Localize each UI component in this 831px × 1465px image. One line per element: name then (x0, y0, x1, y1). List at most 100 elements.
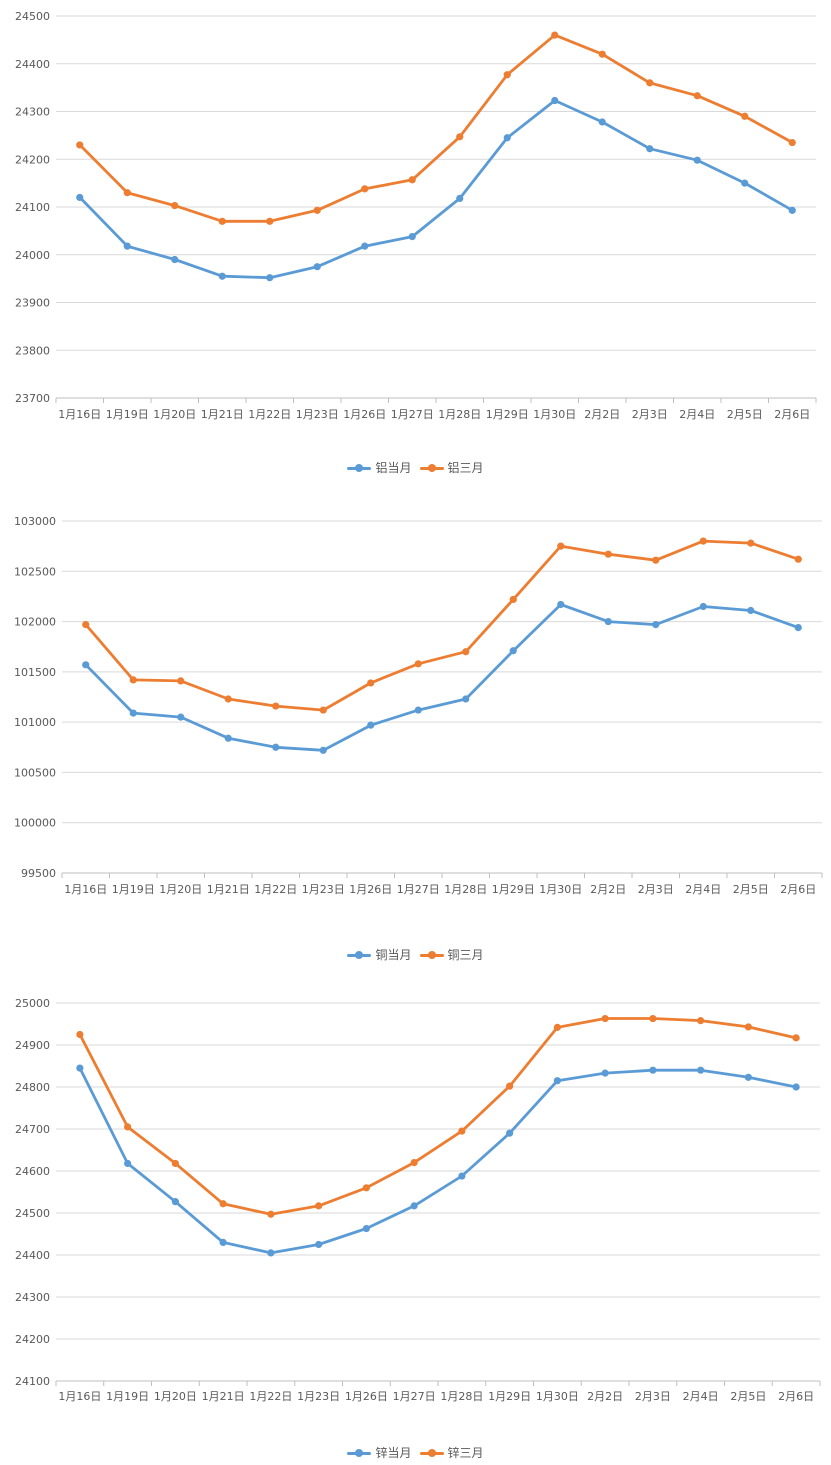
copper-current-month-point (414, 706, 422, 714)
y-tick-label: 23700 (15, 392, 50, 405)
zinc-current-month-point (792, 1083, 800, 1091)
x-tick-label: 2月5日 (733, 883, 769, 896)
x-tick-label: 1月16日 (64, 883, 107, 896)
zinc-three-month-point (315, 1202, 323, 1210)
aluminum-current-month-point (598, 118, 606, 126)
zinc-current-month-point (171, 1198, 179, 1206)
aluminum-current-month-point (788, 206, 796, 214)
legend-item-zinc-three-month: 锌三月 (419, 1444, 484, 1461)
aluminum-current-month-point (693, 156, 701, 164)
aluminum-current-month-point (361, 242, 369, 250)
x-tick-label: 1月29日 (492, 883, 535, 896)
copper-three-month-point (224, 695, 232, 703)
x-tick-label: 2月6日 (778, 1390, 814, 1403)
x-tick-label: 1月22日 (249, 1390, 292, 1403)
x-tick-label: 1月20日 (153, 408, 196, 421)
zinc-three-month-point (171, 1159, 179, 1168)
copper-three-month-point (367, 679, 375, 687)
x-tick-label: 2月3日 (632, 408, 668, 421)
zinc-current-month-point (458, 1172, 466, 1180)
y-tick-label: 100000 (14, 817, 56, 830)
x-tick-label: 1月19日 (106, 1390, 149, 1403)
y-tick-label: 102000 (14, 616, 56, 629)
legend-marker-three-month-icon (419, 950, 444, 960)
zinc-three-month-point (76, 1030, 84, 1039)
x-tick-label: 2月5日 (730, 1390, 766, 1403)
copper-legend: 铜当月 铜三月 (0, 946, 831, 963)
aluminum-three-month-point (598, 50, 606, 58)
legend-label: 锌三月 (447, 1446, 484, 1460)
zinc-three-month-line (78, 1017, 798, 1216)
x-tick-label: 2月4日 (685, 883, 721, 896)
y-tick-label: 23800 (15, 344, 50, 357)
aluminum-current-month-point (171, 255, 179, 264)
aluminum-current-month-point (313, 263, 321, 271)
x-tick-label: 1月30日 (533, 408, 576, 421)
x-tick-label: 1月30日 (539, 883, 582, 896)
legend-marker-current-icon (347, 1448, 372, 1458)
legend-item-copper-three-month: 铜三月 (419, 946, 484, 963)
zinc-current-month-point (744, 1073, 752, 1081)
x-tick-label: 2月4日 (683, 1390, 719, 1403)
y-tick-label: 24300 (15, 1291, 50, 1304)
zinc-current-month-point (553, 1077, 561, 1085)
x-tick-label: 1月22日 (248, 408, 291, 421)
aluminum-three-month-point (646, 79, 654, 87)
y-tick-label: 24100 (15, 201, 50, 214)
copper-three-month-point (652, 556, 660, 564)
y-tick-label: 24200 (15, 1333, 50, 1346)
aluminum-current-month-point (551, 96, 559, 105)
zinc-chart: 24100 24200 24300 24400 24500 24600 24700 24800… (0, 985, 831, 1465)
aluminum-three-month-point (693, 92, 701, 100)
copper-three-month-point (272, 702, 280, 710)
zinc-current-month-point (315, 1240, 323, 1249)
zinc-three-month-point (506, 1082, 514, 1090)
aluminum-current-month-point (123, 242, 131, 250)
aluminum-three-month-point (76, 141, 84, 149)
zinc-current-month-point (267, 1249, 275, 1257)
y-tick-label: 24300 (15, 106, 50, 119)
legend-marker-three-month-icon (419, 1448, 444, 1458)
y-tick-label: 25000 (15, 997, 50, 1010)
aluminum-three-month-point (266, 217, 274, 225)
zinc-three-month-point (697, 1017, 705, 1025)
zinc-three-month-point (792, 1034, 800, 1042)
x-tick-label: 1月16日 (58, 408, 101, 421)
zinc-current-month-point (124, 1159, 132, 1168)
legend-marker-current-icon (347, 950, 372, 960)
zinc-three-month-point (458, 1127, 466, 1135)
y-tick-label: 101500 (14, 666, 56, 679)
zinc-three-month-point (267, 1210, 275, 1218)
copper-current-month-point (509, 647, 517, 655)
copper-three-month-point (129, 676, 137, 684)
x-tick-label: 1月22日 (254, 883, 297, 896)
x-tick-label: 1月19日 (106, 408, 149, 421)
aluminum-current-month-point (266, 274, 274, 282)
zinc-current-month-point (362, 1224, 370, 1233)
aluminum-three-month-point (408, 176, 416, 184)
copper-three-month-point (414, 660, 422, 668)
zinc-three-month-point (362, 1184, 370, 1192)
y-tick-label: 24100 (15, 1375, 50, 1388)
copper-current-month-point (699, 602, 707, 611)
y-tick-label: 24200 (15, 153, 50, 166)
aluminum-legend: 铝当月 铝三月 (0, 459, 831, 476)
x-tick-label: 1月20日 (154, 1390, 197, 1403)
x-tick-label: 1月28日 (440, 1390, 483, 1403)
aluminum-current-month-point (741, 179, 749, 187)
aluminum-three-month-point (361, 185, 369, 193)
copper-three-month-point (509, 595, 517, 604)
copper-current-month-point (604, 617, 612, 626)
y-tick-label: 23900 (15, 297, 50, 310)
copper-three-month-point (319, 706, 327, 714)
x-tick-label: 1月28日 (438, 408, 481, 421)
copper-three-month-point (462, 648, 470, 656)
x-tick-label: 2月2日 (587, 1390, 623, 1403)
aluminum-chart-plot: 23700 23800 23900 24000 24100 24200 24300 24400… (15, 10, 817, 421)
x-tick-label: 1月19日 (112, 883, 155, 896)
legend-item-aluminum-current: 铝当月 (347, 459, 412, 476)
copper-three-month-point (699, 537, 707, 545)
x-tick-label: 1月16日 (58, 1390, 101, 1403)
aluminum-three-month-point (456, 133, 464, 141)
zinc-three-month-point (553, 1023, 561, 1031)
